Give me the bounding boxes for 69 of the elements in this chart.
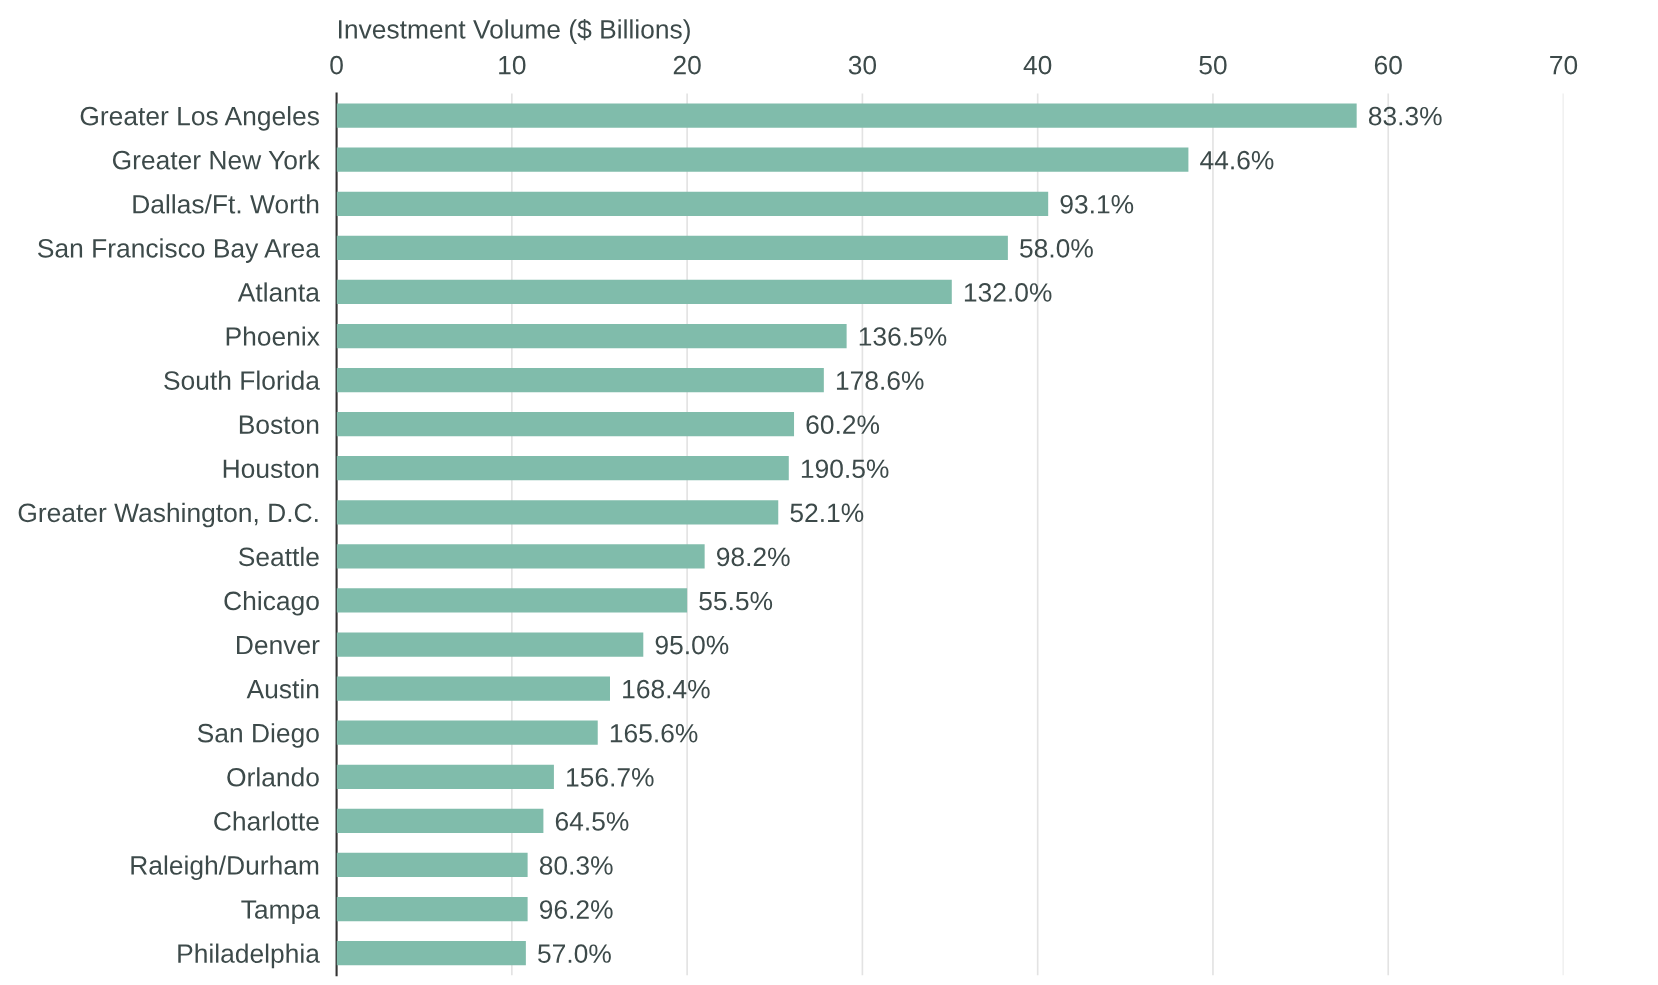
x-tick-label: 40 (1023, 55, 1052, 75)
bar (336, 323, 847, 349)
bar (336, 896, 528, 922)
bar (336, 103, 1357, 128)
bar (336, 764, 554, 789)
annotation: 80.3% (539, 856, 613, 875)
annotation: 168.4% (623, 679, 710, 699)
x-tick-label: 10 (499, 55, 526, 75)
x-tick-label: 70 (1550, 55, 1578, 75)
bar (336, 191, 1049, 216)
y-tick-label: Tampa (241, 900, 320, 925)
annotation: 190.5% (801, 459, 889, 479)
bar (336, 367, 824, 393)
x-tick-label: 0 (330, 55, 343, 75)
y-tick-label: Houston (223, 459, 319, 479)
bar (336, 412, 795, 437)
y-tick-label: Greater New York (112, 150, 320, 170)
x-tick-label: 50 (1199, 55, 1227, 75)
bar (336, 456, 789, 481)
y-tick-label: Orlando (227, 767, 319, 787)
y-tick-label: Greater Los Angeles (80, 106, 319, 131)
annotation: 178.6% (836, 371, 924, 390)
y-tick-label: Denver (237, 635, 320, 655)
bar (336, 544, 705, 569)
bar (336, 808, 544, 833)
y-tick-label: San Diego (197, 723, 319, 748)
x-tick-label: 60 (1374, 55, 1402, 75)
x-axis-title: Investment Volume ($ Billions) (339, 18, 690, 44)
annotation: 136.5% (859, 327, 947, 346)
y-tick-label: South Florida (164, 370, 320, 390)
annotation: 52.1% (790, 503, 864, 523)
annotation: 60.2% (806, 415, 880, 435)
y-tick-label: Greater Washington, D.C. (18, 502, 318, 528)
annotation: 83.3% (1368, 106, 1442, 126)
x-tick-label: 30 (848, 55, 877, 75)
y-tick-label: Dallas/Ft. Worth (133, 194, 319, 214)
y-tick-label: Boston (239, 415, 319, 434)
bar (336, 235, 1008, 260)
bar (336, 852, 528, 878)
bar (336, 632, 644, 657)
bar (336, 940, 526, 966)
annotation: 156.7% (567, 767, 654, 787)
annotation: 165.6% (610, 723, 698, 743)
annotation: 58.0% (1020, 239, 1093, 258)
annotation: 93.1% (1060, 194, 1134, 214)
y-tick-label: Atlanta (237, 282, 320, 302)
annotation: 55.5% (699, 591, 773, 611)
bar (336, 147, 1189, 172)
annotation: 57.0% (538, 944, 611, 963)
y-tick-label: Philadelphia (178, 943, 320, 969)
bar (336, 676, 610, 701)
y-tick-label: Charlotte (214, 811, 319, 831)
annotation: 95.0% (655, 635, 729, 655)
y-tick-label: Seattle (238, 546, 319, 567)
bar (336, 500, 779, 525)
annotation: 96.2% (539, 900, 613, 919)
y-tick-label: Raleigh/Durham (131, 855, 319, 880)
annotation: 98.2% (717, 547, 790, 567)
y-tick-label: Phoenix (226, 326, 320, 346)
x-tick-label: 20 (673, 55, 701, 75)
bar (336, 720, 598, 745)
annotation: 44.6% (1200, 150, 1274, 170)
annotation: 64.5% (555, 812, 629, 831)
annotation: 132.0% (964, 283, 1052, 302)
y-tick-label: Austin (246, 679, 319, 699)
bar (336, 588, 688, 613)
y-tick-label: San Francisco Bay Area (38, 238, 320, 263)
bar (336, 279, 952, 305)
y-tick-label: Chicago (224, 590, 319, 616)
